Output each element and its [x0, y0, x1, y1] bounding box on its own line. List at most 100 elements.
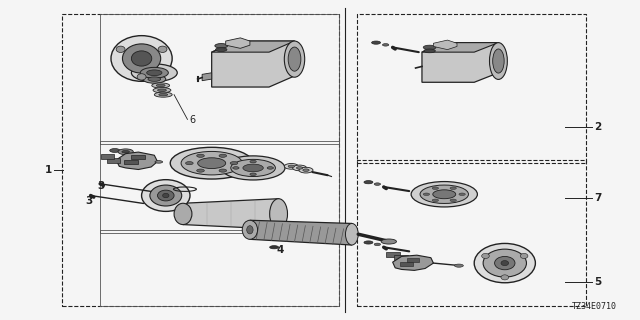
Ellipse shape — [156, 84, 165, 87]
Ellipse shape — [424, 49, 435, 53]
Ellipse shape — [269, 199, 287, 229]
Ellipse shape — [284, 41, 305, 77]
Ellipse shape — [143, 75, 166, 83]
Ellipse shape — [432, 199, 438, 202]
Bar — [107, 158, 120, 163]
Ellipse shape — [216, 48, 227, 52]
Bar — [394, 255, 408, 260]
Ellipse shape — [374, 243, 381, 246]
Ellipse shape — [346, 223, 358, 245]
Ellipse shape — [420, 185, 468, 204]
Text: TZ34E0710: TZ34E0710 — [572, 302, 616, 311]
Ellipse shape — [155, 161, 163, 163]
Ellipse shape — [372, 41, 381, 44]
Ellipse shape — [231, 159, 275, 177]
Ellipse shape — [158, 46, 167, 52]
Ellipse shape — [141, 180, 190, 212]
Ellipse shape — [459, 193, 465, 196]
Bar — [387, 252, 400, 257]
Ellipse shape — [284, 164, 298, 169]
Ellipse shape — [140, 68, 168, 78]
Ellipse shape — [269, 246, 278, 249]
Bar — [101, 154, 114, 159]
Ellipse shape — [196, 154, 204, 157]
Polygon shape — [422, 43, 499, 52]
Ellipse shape — [157, 89, 166, 92]
Polygon shape — [250, 220, 352, 245]
Text: 5: 5 — [594, 277, 601, 287]
Ellipse shape — [381, 239, 396, 244]
Ellipse shape — [153, 88, 171, 93]
Ellipse shape — [454, 264, 463, 267]
Polygon shape — [212, 41, 294, 87]
Ellipse shape — [147, 70, 162, 76]
Ellipse shape — [243, 164, 263, 172]
Ellipse shape — [233, 167, 239, 169]
Ellipse shape — [174, 203, 192, 225]
Polygon shape — [433, 40, 457, 50]
Ellipse shape — [490, 43, 508, 79]
Ellipse shape — [520, 253, 528, 259]
Ellipse shape — [299, 167, 313, 173]
Ellipse shape — [423, 193, 429, 196]
Text: 4: 4 — [276, 245, 284, 255]
Ellipse shape — [250, 173, 256, 176]
Polygon shape — [226, 38, 250, 48]
Polygon shape — [202, 73, 212, 81]
Ellipse shape — [433, 190, 456, 199]
Text: 1: 1 — [45, 164, 52, 174]
Ellipse shape — [148, 77, 161, 81]
Ellipse shape — [495, 256, 515, 270]
Text: 6: 6 — [189, 115, 195, 125]
Ellipse shape — [181, 151, 243, 175]
Bar — [400, 262, 413, 266]
Ellipse shape — [374, 183, 381, 185]
Ellipse shape — [474, 244, 536, 283]
Ellipse shape — [109, 148, 120, 152]
Polygon shape — [183, 199, 278, 229]
Bar — [124, 160, 138, 164]
Ellipse shape — [303, 169, 309, 172]
Ellipse shape — [450, 187, 456, 189]
Ellipse shape — [170, 147, 253, 179]
Ellipse shape — [131, 64, 177, 82]
Ellipse shape — [483, 249, 527, 277]
Ellipse shape — [364, 180, 373, 184]
Ellipse shape — [122, 44, 161, 73]
Ellipse shape — [267, 167, 273, 169]
Ellipse shape — [186, 162, 193, 165]
Ellipse shape — [163, 193, 169, 198]
Ellipse shape — [159, 93, 168, 96]
Text: 7: 7 — [594, 193, 602, 203]
Polygon shape — [422, 43, 499, 82]
Ellipse shape — [196, 169, 204, 172]
Ellipse shape — [288, 47, 301, 71]
Ellipse shape — [411, 181, 477, 207]
Ellipse shape — [122, 150, 129, 153]
Ellipse shape — [219, 154, 227, 157]
Ellipse shape — [198, 158, 226, 169]
Text: 3: 3 — [97, 181, 104, 191]
Ellipse shape — [501, 275, 509, 280]
Ellipse shape — [482, 253, 490, 259]
Ellipse shape — [215, 44, 228, 48]
Ellipse shape — [493, 49, 504, 73]
Ellipse shape — [250, 160, 256, 163]
Ellipse shape — [137, 74, 146, 80]
Ellipse shape — [246, 226, 253, 234]
Polygon shape — [393, 255, 433, 270]
Ellipse shape — [152, 83, 170, 88]
Ellipse shape — [221, 156, 285, 180]
Ellipse shape — [288, 165, 294, 168]
Ellipse shape — [383, 44, 389, 46]
Ellipse shape — [423, 45, 436, 50]
Text: 3: 3 — [86, 196, 93, 206]
Ellipse shape — [219, 169, 227, 172]
Ellipse shape — [296, 167, 303, 169]
Ellipse shape — [118, 149, 133, 155]
Ellipse shape — [150, 185, 182, 206]
Ellipse shape — [292, 165, 307, 171]
Ellipse shape — [154, 92, 172, 97]
Ellipse shape — [243, 220, 257, 239]
Ellipse shape — [131, 51, 152, 66]
